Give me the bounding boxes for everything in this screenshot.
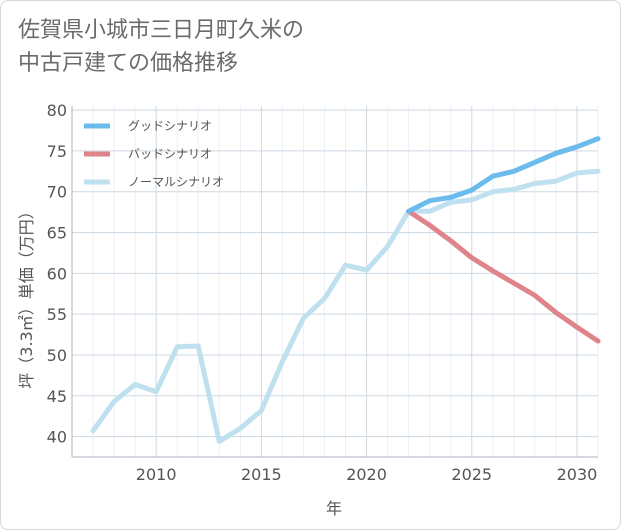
- series-lines: [90, 136, 601, 444]
- x-tick-label: 2020: [346, 465, 387, 484]
- x-tick-label: 2010: [136, 465, 177, 484]
- series-line-0: [406, 136, 601, 214]
- chart-title: 佐賀県小城市三日月町久米の 中古戸建ての価格推移: [18, 14, 304, 80]
- y-tick-label: 65: [47, 224, 67, 243]
- legend-label: ノーマルシナリオ: [128, 175, 224, 189]
- y-tick-label: 55: [47, 305, 67, 324]
- y-tick-label: 80: [47, 101, 67, 120]
- y-tick-label: 60: [47, 264, 67, 283]
- series-line-1: [406, 208, 601, 344]
- tick-labels: 40 45 50 55 60 65 70 75 80 2010 2015 2020 2025 2030: [47, 101, 598, 484]
- x-tick-label: 2025: [451, 465, 492, 484]
- y-tick-label: 40: [47, 428, 67, 447]
- x-tick-label: 2030: [557, 465, 598, 484]
- y-tick-label: 50: [47, 346, 67, 365]
- legend-label: バッドシナリオ: [128, 147, 212, 161]
- axes: [71, 106, 598, 458]
- x-axis-label: 年: [326, 499, 342, 518]
- y-axis-label: 坪（3.3㎡）単価（万円）: [17, 203, 36, 388]
- chart-title-line2: 中古戸建ての価格推移: [18, 51, 239, 76]
- y-tick-label: 75: [47, 142, 67, 161]
- legend-label: グッドシナリオ: [128, 119, 212, 133]
- y-tick-label: 45: [47, 387, 67, 406]
- x-tick-label: 2015: [241, 465, 282, 484]
- chart-title-line1: 佐賀県小城市三日月町久米の: [18, 18, 305, 43]
- y-tick-label: 70: [47, 183, 67, 202]
- series-line-2: [90, 168, 601, 444]
